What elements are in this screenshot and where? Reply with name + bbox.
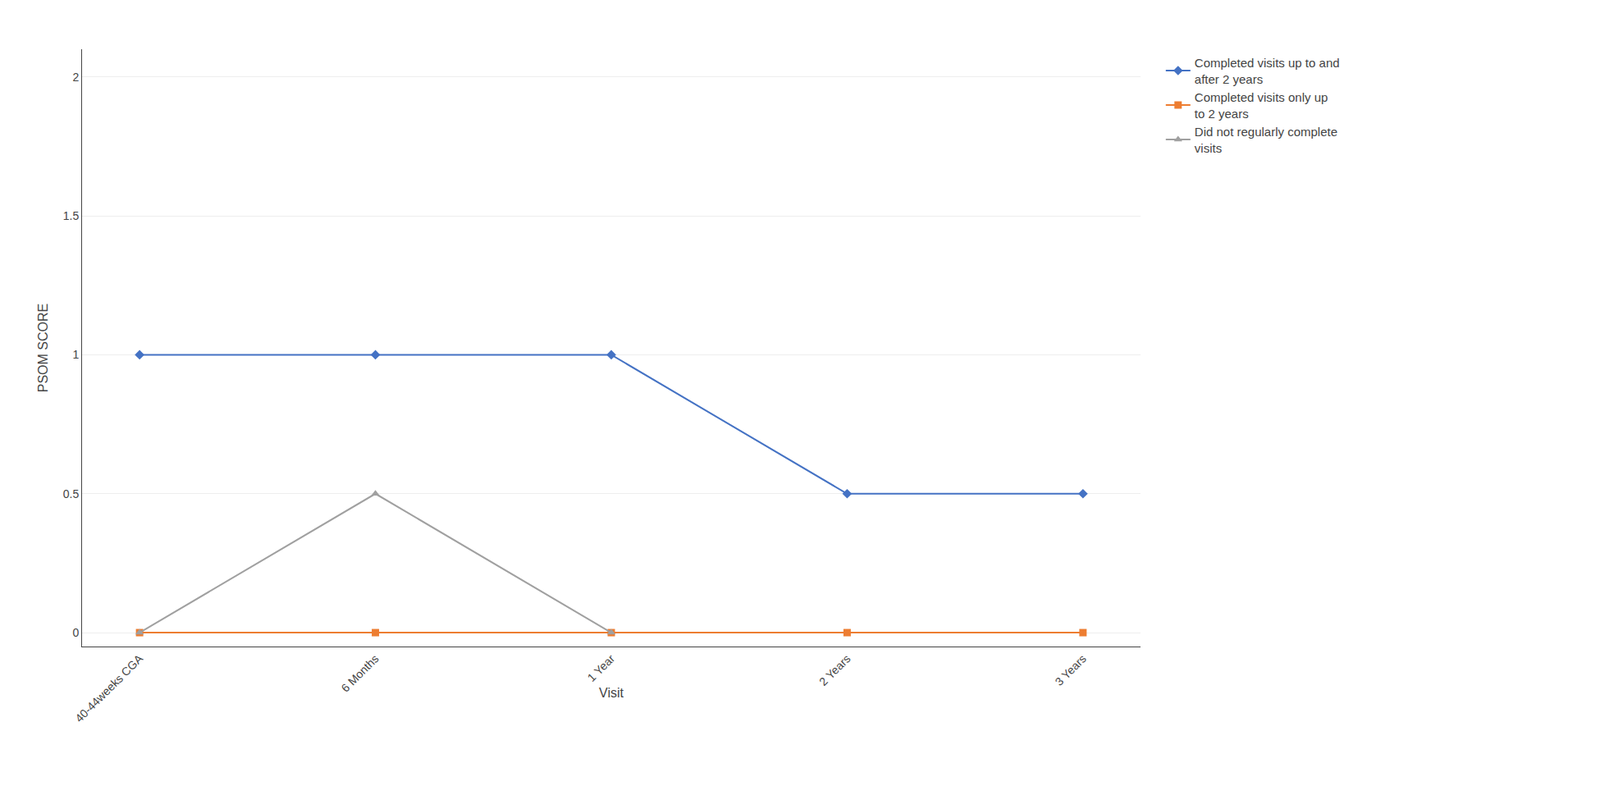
svg-text:2 Years: 2 Years [816, 652, 853, 689]
svg-text:Visit: Visit [598, 685, 624, 700]
svg-text:0.5: 0.5 [63, 487, 80, 501]
svg-text:0: 0 [72, 626, 79, 640]
svg-text:3 Years: 3 Years [1052, 652, 1089, 689]
svg-text:Did not regularly completevisi: Did not regularly completevisits [1194, 124, 1338, 156]
svg-text:1: 1 [72, 347, 79, 362]
svg-text:1.5: 1.5 [63, 209, 80, 223]
svg-text:PSOM SCORE: PSOM SCORE [36, 303, 51, 393]
svg-text:2: 2 [72, 70, 79, 84]
svg-text:1 Year: 1 Year [585, 651, 618, 685]
svg-text:Completed visits only upto 2 y: Completed visits only upto 2 years [1194, 90, 1329, 121]
svg-text:40-44weeks CGA: 40-44weeks CGA [72, 651, 146, 725]
svg-text:Completed visits up to andafte: Completed visits up to andafter 2 years [1194, 55, 1340, 87]
svg-text:6 Months: 6 Months [338, 652, 382, 695]
